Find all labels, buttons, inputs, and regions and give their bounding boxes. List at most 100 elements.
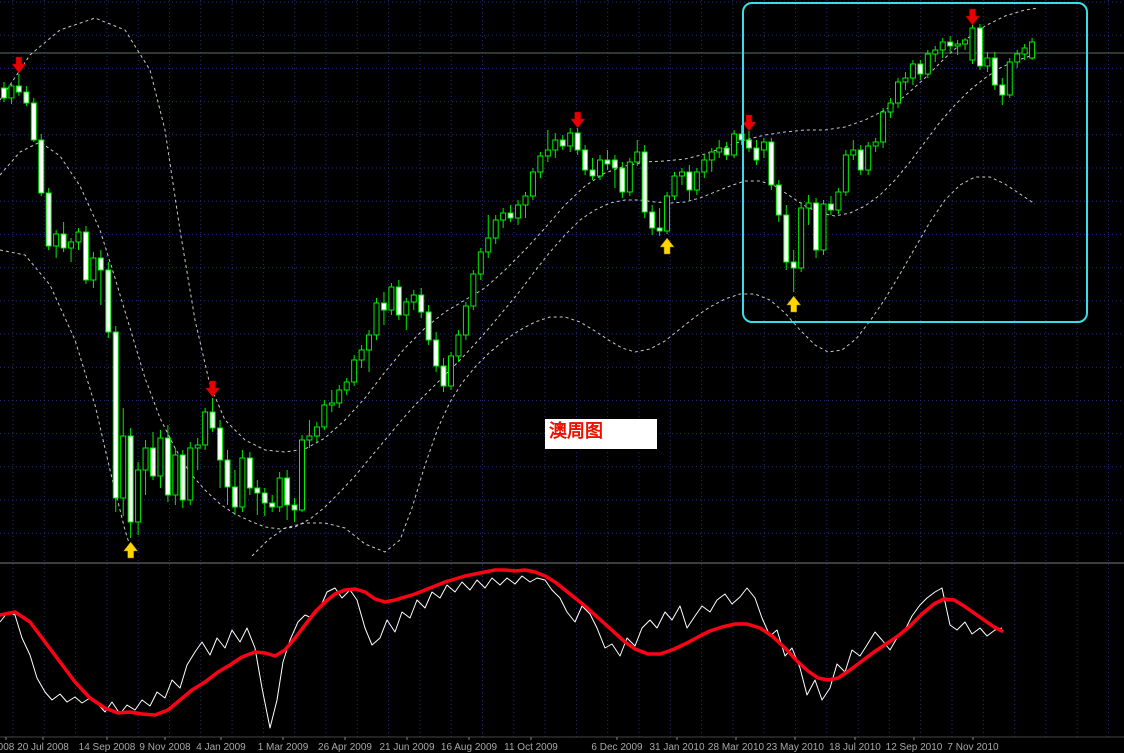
candle [462,302,469,340]
candle [976,24,983,70]
candle-body [813,202,820,251]
candle-body [746,139,752,149]
candle [917,60,924,80]
candle-body [917,63,924,75]
candle-body [492,219,499,239]
candle [708,148,715,172]
candle [753,140,760,165]
sell-arrow-icon[interactable] [205,380,221,398]
candle-body [664,195,671,232]
candle-body [462,305,469,336]
candle [820,200,827,255]
candle-body [999,84,1006,96]
candle-body [716,147,723,153]
chart-label-text: 澳周图 [549,420,603,441]
candle-body [865,145,872,171]
candle-body [842,154,849,193]
candle-body [909,63,916,79]
axis-label: 28 Mar 2010 [708,742,765,753]
sell-arrow-icon[interactable] [570,111,586,129]
candle [1014,50,1021,68]
candle-body [306,435,313,441]
sell-arrow-icon[interactable] [11,56,27,74]
candle [60,222,67,252]
sell-arrow-icon[interactable] [741,114,757,132]
bollinger-lower-band [0,249,134,557]
candle-body [611,159,618,169]
axis-label: 31 Jan 2010 [649,742,704,753]
candle-body [850,149,857,156]
chart-label[interactable]: 澳周图 [545,419,657,449]
candle [306,420,313,448]
candle [723,142,730,160]
candle [887,98,894,118]
candle [15,74,22,96]
candle-body [425,311,432,341]
candle-body [537,155,544,173]
candle [746,130,752,152]
candle-body [269,502,276,508]
buy-arrow-icon[interactable] [123,541,139,559]
sell-arrow-icon[interactable] [964,8,981,26]
candle-body [60,233,67,249]
candle [254,480,261,515]
candle [738,125,745,145]
candle-body [597,159,603,177]
candle-body [90,257,97,281]
candle-body [947,41,954,47]
candle [574,128,581,155]
candle [1021,44,1028,60]
axis-label: 6 Dec 2009 [591,742,643,753]
candle [813,198,820,258]
candle [112,326,119,512]
candle [865,142,872,175]
candle-body [15,85,22,93]
axis-label: 1 Mar 2009 [258,742,309,753]
candle [857,145,864,175]
candle [827,196,834,215]
candle [522,192,529,218]
candle [589,158,596,180]
candle-body [991,57,998,86]
candle [202,408,209,450]
buy-arrow-icon[interactable] [786,295,802,313]
bollinger-upper-band [0,7,1039,453]
candle [224,450,231,505]
candle-body [358,349,365,361]
candle-body [924,53,931,75]
signal-arrows [11,8,981,559]
candle-body [582,149,589,171]
candle-body [969,27,976,61]
axis-label: 21 Jun 2009 [379,742,434,753]
candle [626,158,633,196]
candle [187,442,194,505]
candle-body [217,427,224,461]
bollinger-bands [0,7,1039,557]
buy-arrow-icon[interactable] [659,237,675,255]
highlight-rectangle[interactable] [742,2,1088,323]
candle [701,155,708,178]
candle-body [388,286,395,311]
axis-label: 18 Jul 2010 [829,742,881,753]
candle-body [150,447,156,477]
candle-body [373,302,380,336]
candle-body [82,231,89,281]
candle-body [552,139,559,151]
candle-body [880,111,887,143]
indicator-main-line [0,575,1003,729]
candle [731,130,738,158]
candle [231,470,238,515]
candle-body [760,141,767,151]
candle-body [410,294,417,303]
candle [418,288,425,318]
candle [75,228,82,250]
candle-body [895,81,901,104]
candle [209,398,216,432]
candle-body [448,355,454,387]
candle-body [932,49,939,55]
chart-label-background[interactable] [545,419,657,449]
candle [678,168,685,185]
candle [775,180,782,222]
